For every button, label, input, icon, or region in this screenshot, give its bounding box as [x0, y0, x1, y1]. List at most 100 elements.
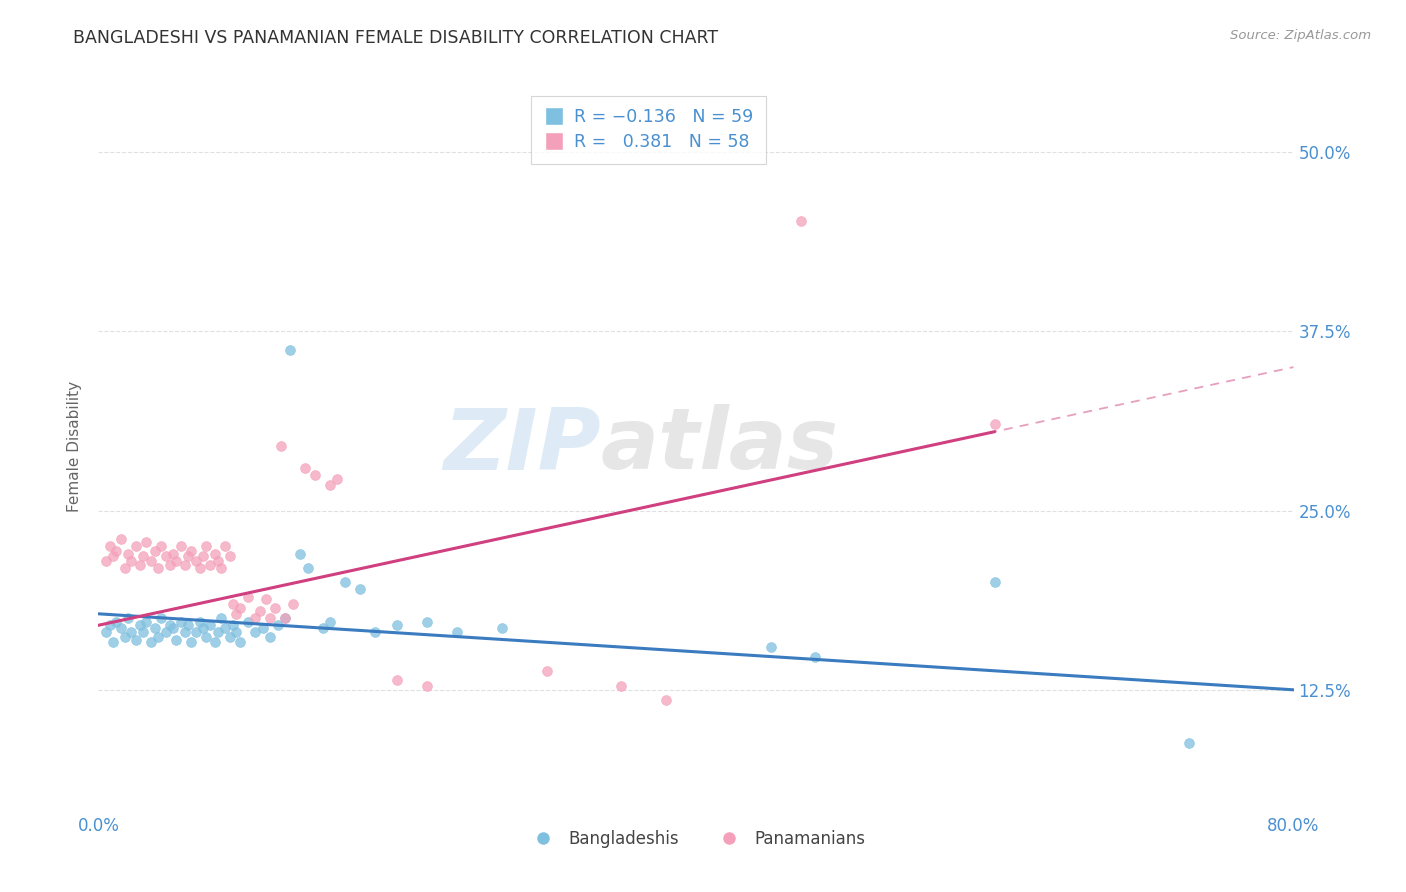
Point: [174, 558, 197, 572]
Point: [180, 543, 202, 558]
Point: [191, 549, 214, 564]
Point: [169, 615, 191, 630]
Point: [326, 472, 349, 486]
Point: [274, 611, 297, 625]
Point: [94, 625, 117, 640]
Point: [319, 477, 342, 491]
Text: atlas: atlas: [600, 404, 838, 488]
Point: [110, 533, 132, 547]
Point: [1178, 736, 1201, 750]
Point: [245, 611, 267, 625]
Point: [536, 664, 558, 678]
Point: [349, 582, 371, 597]
Point: [245, 625, 267, 640]
Point: [259, 611, 281, 625]
Point: [297, 561, 319, 575]
Point: [446, 625, 468, 640]
Point: [139, 635, 162, 649]
Point: [491, 621, 513, 635]
Point: [304, 467, 326, 482]
Point: [222, 618, 245, 632]
Point: [135, 615, 157, 630]
Point: [281, 597, 304, 611]
Point: [200, 618, 222, 632]
Point: [195, 540, 218, 554]
Point: [229, 601, 252, 615]
Point: [222, 597, 245, 611]
Point: [200, 558, 222, 572]
Point: [267, 618, 290, 632]
Text: Source: ZipAtlas.com: Source: ZipAtlas.com: [1230, 29, 1371, 42]
Point: [225, 625, 247, 640]
Point: [364, 625, 387, 640]
Point: [165, 554, 187, 568]
Text: ZIP: ZIP: [443, 404, 600, 488]
Point: [254, 592, 277, 607]
Point: [135, 535, 157, 549]
Point: [789, 214, 811, 228]
Point: [98, 540, 122, 554]
Y-axis label: Female Disability: Female Disability: [67, 380, 83, 512]
Point: [177, 618, 200, 632]
Point: [129, 618, 152, 632]
Point: [311, 621, 333, 635]
Point: [804, 649, 827, 664]
Point: [150, 611, 173, 625]
Point: [114, 630, 136, 644]
Point: [98, 618, 122, 632]
Point: [105, 543, 128, 558]
Point: [117, 611, 139, 625]
Point: [184, 554, 207, 568]
Legend: Bangladeshis, Panamanians: Bangladeshis, Panamanians: [520, 823, 872, 855]
Point: [169, 540, 191, 554]
Point: [288, 547, 311, 561]
Point: [236, 590, 259, 604]
Point: [191, 621, 214, 635]
Point: [103, 549, 125, 564]
Point: [219, 630, 242, 644]
Point: [385, 618, 409, 632]
Point: [177, 549, 200, 564]
Point: [204, 635, 226, 649]
Point: [94, 554, 117, 568]
Point: [209, 611, 232, 625]
Point: [416, 679, 439, 693]
Point: [259, 630, 281, 644]
Point: [416, 615, 439, 630]
Point: [125, 540, 148, 554]
Point: [274, 611, 297, 625]
Point: [143, 543, 166, 558]
Point: [759, 640, 782, 654]
Point: [204, 547, 226, 561]
Point: [333, 575, 356, 590]
Point: [984, 417, 1007, 432]
Point: [117, 547, 139, 561]
Point: [610, 679, 633, 693]
Point: [155, 625, 177, 640]
Point: [278, 343, 301, 357]
Point: [319, 615, 342, 630]
Text: BANGLADESHI VS PANAMANIAN FEMALE DISABILITY CORRELATION CHART: BANGLADESHI VS PANAMANIAN FEMALE DISABIL…: [73, 29, 718, 46]
Point: [132, 625, 155, 640]
Point: [103, 635, 125, 649]
Point: [209, 561, 232, 575]
Point: [207, 554, 229, 568]
Point: [159, 558, 181, 572]
Point: [252, 621, 274, 635]
Point: [984, 575, 1007, 590]
Point: [150, 540, 173, 554]
Point: [132, 549, 155, 564]
Point: [155, 549, 177, 564]
Point: [148, 561, 170, 575]
Point: [195, 630, 218, 644]
Point: [105, 615, 128, 630]
Point: [125, 632, 148, 647]
Point: [270, 439, 292, 453]
Point: [165, 632, 187, 647]
Point: [188, 615, 211, 630]
Point: [180, 635, 202, 649]
Point: [225, 607, 247, 621]
Point: [174, 625, 197, 640]
Point: [162, 621, 184, 635]
Point: [120, 554, 142, 568]
